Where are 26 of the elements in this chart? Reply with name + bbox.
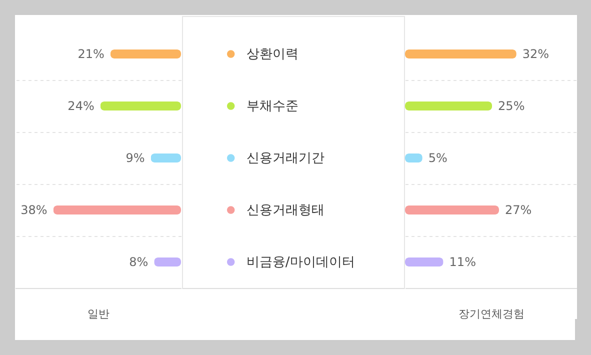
data-label: 21%: [78, 47, 104, 61]
bar: [154, 258, 181, 266]
bar: [110, 50, 181, 58]
y-tick-label: 부채수준: [246, 99, 298, 114]
bar: [150, 154, 181, 162]
x-axis-title: 일반: [88, 308, 110, 320]
data-label: 38%: [20, 203, 48, 217]
bar: [405, 206, 500, 214]
bar: [405, 102, 492, 110]
data-label: 25%: [498, 99, 525, 113]
data-label: 27%: [505, 203, 532, 217]
y-tick-label: 신용거래기간: [246, 151, 324, 166]
data-label: 24%: [68, 99, 94, 113]
bar: [53, 206, 181, 214]
data-label: 32%: [522, 47, 550, 61]
bar: [405, 50, 516, 58]
x-axis-title: 장기연체경험: [458, 308, 524, 320]
data-label: 11%: [449, 255, 476, 269]
data-label: 9%: [126, 151, 145, 165]
y-tick-label: 비금융/마이데이터: [246, 255, 355, 270]
y-tick-label: 신용거래형태: [246, 203, 324, 218]
y-tick-label: 상환이력: [246, 47, 298, 62]
data-label: 5%: [428, 151, 448, 165]
data-label: 8%: [129, 255, 148, 269]
bar: [100, 102, 181, 110]
bar: [405, 258, 444, 266]
